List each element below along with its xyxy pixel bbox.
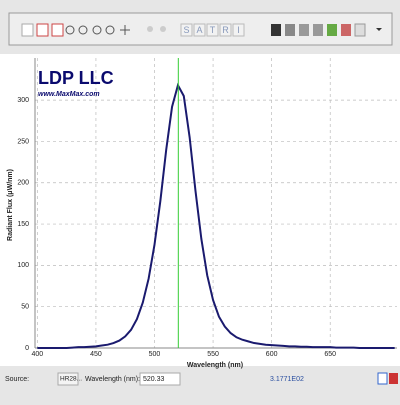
letter-button[interactable] <box>219 23 232 37</box>
tool-button[interactable] <box>313 24 323 36</box>
letter-button-label: S <box>183 25 189 35</box>
y-axis-label: Radiant Flux (μW/nm) <box>7 169 14 241</box>
tool-button[interactable] <box>299 24 309 36</box>
logo-url: www.MaxMax.com <box>38 91 100 98</box>
status-icon[interactable] <box>377 372 388 385</box>
y-tick-label: 250 <box>17 138 29 145</box>
tool-button[interactable] <box>285 24 295 36</box>
source-label: Source: <box>5 376 29 383</box>
dropdown-arrow[interactable] <box>376 28 382 31</box>
tool-button[interactable] <box>92 25 102 35</box>
wavelength-value: 520.33 <box>143 376 165 383</box>
y-tick-label: 50 <box>21 304 29 311</box>
tool-button[interactable] <box>120 25 130 35</box>
y-tick-label: 150 <box>17 221 29 228</box>
tool-button[interactable] <box>341 24 351 36</box>
status-bar <box>0 370 400 388</box>
letter-button-label: R <box>222 25 229 35</box>
letter-button[interactable] <box>206 23 219 37</box>
tool-button[interactable] <box>51 23 64 37</box>
tool-button[interactable] <box>354 23 366 37</box>
letter-button[interactable] <box>180 23 193 37</box>
x-tick-label: 400 <box>31 351 43 358</box>
tool-button[interactable] <box>36 23 49 37</box>
source-select[interactable] <box>57 372 79 386</box>
y-tick-label: 200 <box>17 180 29 187</box>
x-tick-label: 450 <box>90 351 102 358</box>
wavelength-label: Wavelength (nm): <box>85 376 140 383</box>
wavelength-field[interactable] <box>139 372 181 386</box>
toolbar-icons <box>21 23 382 37</box>
letter-button-label: I <box>237 25 240 35</box>
source-value: HR28... <box>60 376 82 383</box>
y-tick-label: 0 <box>25 345 29 352</box>
x-tick-label: 550 <box>207 351 219 358</box>
tool-button[interactable] <box>160 26 166 32</box>
spectrum-line <box>37 82 395 349</box>
x-tick-label: 600 <box>266 351 278 358</box>
tool-button[interactable] <box>327 24 337 36</box>
tool-button[interactable] <box>147 26 153 32</box>
tool-button[interactable] <box>271 24 281 36</box>
letter-button[interactable] <box>193 23 206 37</box>
status-icon[interactable] <box>389 373 398 384</box>
x-tick-label: 650 <box>324 351 336 358</box>
readout: 3.1771E02 <box>270 376 304 383</box>
tool-button[interactable] <box>21 23 34 37</box>
chart-area <box>0 54 400 366</box>
tool-button[interactable] <box>105 25 115 35</box>
tool-button[interactable] <box>78 25 88 35</box>
chart: 0 50 100 150 200 250 300 400 450 500 550 600 650 <box>17 58 397 358</box>
letter-button-label: A <box>196 25 202 35</box>
y-tick-label: 100 <box>17 262 29 269</box>
x-axis-label: Wavelength (nm) <box>187 362 243 369</box>
logo: LDP LLC <box>38 68 114 88</box>
x-tick-label: 500 <box>149 351 161 358</box>
letter-button-label: T <box>210 25 216 35</box>
tool-button[interactable] <box>65 25 75 35</box>
letter-button[interactable] <box>232 23 245 37</box>
y-tick-label: 300 <box>17 97 29 104</box>
